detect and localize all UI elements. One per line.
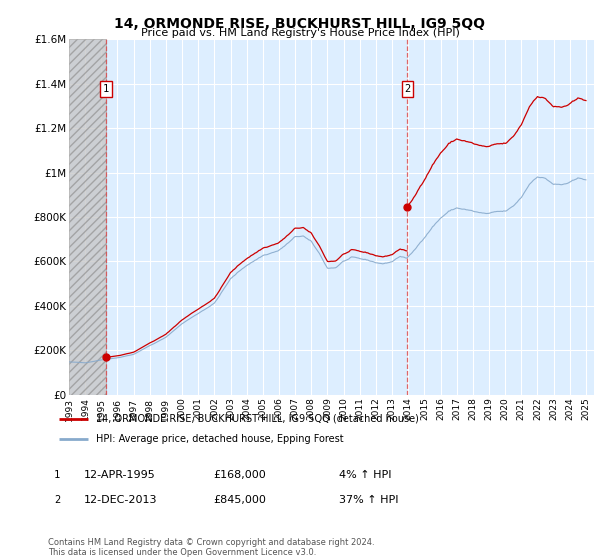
Text: 37% ↑ HPI: 37% ↑ HPI	[339, 494, 398, 505]
Text: 14, ORMONDE RISE, BUCKHURST HILL, IG9 5QQ (detached house): 14, ORMONDE RISE, BUCKHURST HILL, IG9 5Q…	[95, 414, 418, 424]
Bar	[69, 39, 106, 395]
Text: 12-APR-1995: 12-APR-1995	[84, 470, 156, 480]
Text: £845,000: £845,000	[213, 494, 266, 505]
Text: 1: 1	[103, 84, 109, 94]
Text: 1: 1	[54, 470, 60, 480]
Text: £168,000: £168,000	[213, 470, 266, 480]
Text: 2: 2	[404, 84, 410, 94]
Text: 4% ↑ HPI: 4% ↑ HPI	[339, 470, 391, 480]
Text: 12-DEC-2013: 12-DEC-2013	[84, 494, 157, 505]
Text: 2: 2	[54, 494, 60, 505]
Text: 14, ORMONDE RISE, BUCKHURST HILL, IG9 5QQ: 14, ORMONDE RISE, BUCKHURST HILL, IG9 5Q…	[115, 17, 485, 31]
Text: HPI: Average price, detached house, Epping Forest: HPI: Average price, detached house, Eppi…	[95, 434, 343, 444]
Text: Price paid vs. HM Land Registry's House Price Index (HPI): Price paid vs. HM Land Registry's House …	[140, 28, 460, 38]
Text: Contains HM Land Registry data © Crown copyright and database right 2024.
This d: Contains HM Land Registry data © Crown c…	[48, 538, 374, 557]
